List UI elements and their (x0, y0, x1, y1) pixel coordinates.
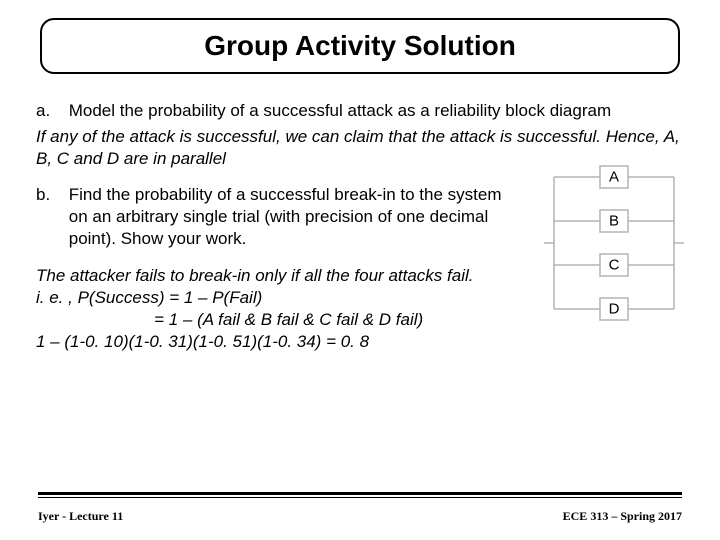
svg-text:B: B (609, 213, 619, 230)
calc-block: The attacker fails to break-in only if a… (36, 265, 538, 353)
col-text: b. Find the probability of a successful … (36, 184, 538, 353)
calc-l1: The attacker fails to break-in only if a… (36, 265, 538, 287)
item-a-marker: a. (36, 100, 64, 122)
slide: Group Activity Solution a. Model the pro… (0, 0, 720, 540)
svg-text:D: D (609, 301, 620, 318)
item-a: a. Model the probability of a successful… (36, 100, 684, 122)
diagram-svg: A B C D (544, 158, 684, 348)
svg-text:C: C (609, 257, 620, 274)
item-a-text: Model the probability of a successful at… (69, 100, 669, 122)
footer-right: ECE 313 – Spring 2017 (563, 509, 682, 524)
item-b-text: Find the probability of a successful bre… (69, 184, 509, 250)
footer-rule (38, 492, 682, 498)
calc-l4: 1 – (1-0. 10)(1-0. 31)(1-0. 51)(1-0. 34)… (36, 331, 538, 353)
row-b: b. Find the probability of a successful … (36, 184, 684, 353)
footer-left: Iyer - Lecture 11 (38, 509, 123, 524)
slide-title: Group Activity Solution (204, 30, 516, 61)
content-area: a. Model the probability of a successful… (30, 100, 690, 353)
parallel-diagram: A B C D (544, 158, 684, 348)
calc-l2: i. e. , P(Success) = 1 – P(Fail) (36, 287, 538, 309)
item-b-marker: b. (36, 184, 64, 206)
title-box: Group Activity Solution (40, 18, 680, 74)
calc-l3: = 1 – (A fail & B fail & C fail & D fail… (36, 309, 538, 331)
svg-text:A: A (609, 169, 619, 186)
item-b: b. Find the probability of a successful … (36, 184, 538, 250)
